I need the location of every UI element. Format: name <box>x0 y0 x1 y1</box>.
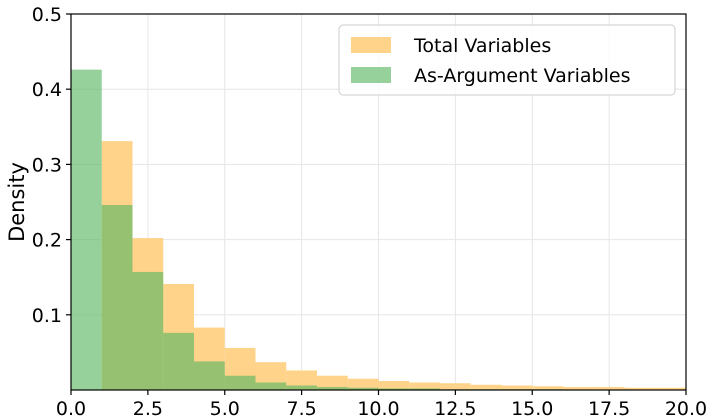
histogram-bar <box>409 388 440 390</box>
as-argument-variables-bars <box>71 69 563 390</box>
histogram-bar <box>624 387 656 390</box>
x-tick-label: 2.5 <box>133 398 163 418</box>
histogram-bar <box>317 375 348 390</box>
legend-swatch-total-variables <box>351 37 391 53</box>
x-tick-label: 17.5 <box>588 398 630 418</box>
legend-box <box>338 24 676 96</box>
histogram-bar <box>378 380 410 390</box>
histogram-bar <box>132 271 164 390</box>
x-tick-label: 7.5 <box>287 398 317 418</box>
legend-swatch-as-argument-variables <box>351 67 391 83</box>
histogram-bar <box>163 332 194 390</box>
histogram-bar <box>286 385 317 390</box>
y-tick-label: 0.4 <box>32 79 62 101</box>
histogram-bar <box>563 386 594 390</box>
y-tick-label: 0.1 <box>32 305 62 327</box>
legend-label-total-variables: Total Variables <box>413 35 551 57</box>
x-tick-label: 0.0 <box>56 398 86 418</box>
y-tick-label: 0.2 <box>32 230 62 252</box>
x-tick-label: 10.0 <box>357 398 399 418</box>
histogram-bar <box>532 386 563 390</box>
histogram-bar <box>378 388 410 390</box>
x-tick-label: 12.5 <box>434 398 476 418</box>
x-tick-label: 20.0 <box>665 398 707 418</box>
histogram-bar <box>655 387 686 390</box>
x-axis-ticks: 0.0 2.5 5.0 7.5 10.0 12.5 15.0 17.5 20.0 <box>56 390 707 418</box>
histogram-bar <box>347 387 379 390</box>
histogram-bar <box>101 205 133 390</box>
histogram-bar <box>440 383 471 390</box>
histogram-bar <box>224 375 256 390</box>
x-tick-label: 5.0 <box>210 398 240 418</box>
histogram-bar <box>71 69 102 390</box>
y-tick-label: 0.3 <box>32 154 62 176</box>
x-tick-label: 15.0 <box>511 398 553 418</box>
y-axis-ticks: 0.1 0.2 0.3 0.4 0.5 <box>32 4 71 327</box>
y-tick-label: 0.5 <box>32 4 62 26</box>
histogram-bar <box>317 386 348 390</box>
legend: Total Variables As-Argument Variables <box>338 24 676 96</box>
histogram-bar <box>470 384 502 390</box>
legend-label-as-argument-variables: As-Argument Variables <box>414 65 630 87</box>
histogram-bar <box>409 382 440 390</box>
y-axis-title: Density <box>5 162 29 242</box>
histogram-bar <box>286 370 317 390</box>
histogram-bar <box>347 378 379 390</box>
histogram-bar <box>194 361 225 390</box>
histogram-bar <box>501 385 533 390</box>
histogram-bar <box>593 386 625 390</box>
histogram-bar <box>255 382 287 390</box>
